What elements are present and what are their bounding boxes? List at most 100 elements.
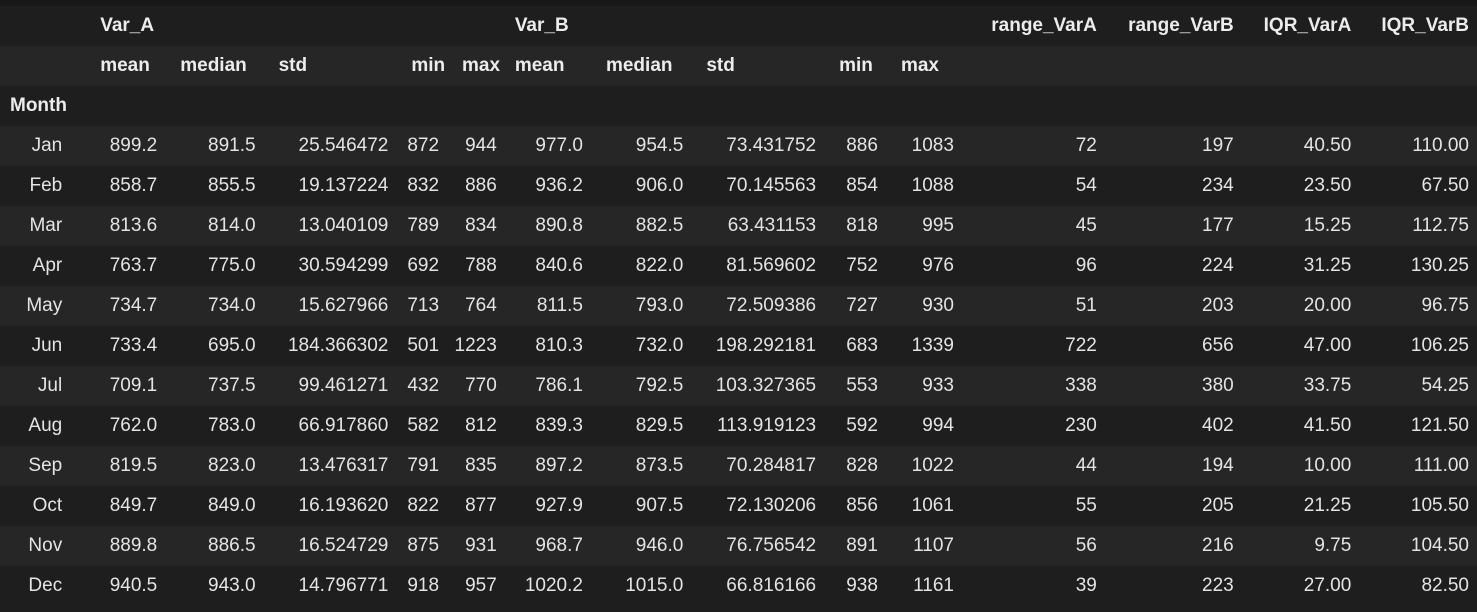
- table-cell: 775.0: [208, 255, 256, 276]
- row-label-month: Sep: [28, 455, 63, 476]
- table-cell: 106.25: [1410, 335, 1469, 356]
- table-cell: 968.7: [535, 535, 583, 556]
- table-cell: 829.5: [635, 415, 684, 436]
- index-name: Month: [10, 95, 67, 116]
- table-cell: 783.0: [208, 415, 256, 436]
- table-cell: 791: [407, 455, 440, 476]
- table-cell: 45: [1075, 215, 1097, 236]
- subheader-mean: mean: [514, 55, 565, 76]
- table-cell: 752: [846, 255, 878, 276]
- table-cell: 1061: [911, 495, 954, 516]
- subheader-min: min: [411, 55, 446, 76]
- table-cell: 380: [1202, 375, 1234, 396]
- table-cell: 957: [465, 575, 497, 596]
- table-cell: 44: [1075, 455, 1097, 476]
- subheader-mean: mean: [100, 55, 150, 76]
- table-cell: 72: [1075, 135, 1097, 156]
- table-cell: 104.50: [1410, 535, 1469, 556]
- table-cell: 194: [1202, 455, 1234, 476]
- table-cell: 918: [407, 575, 440, 596]
- table-cell: 47.00: [1303, 335, 1352, 356]
- table-cell: 501: [407, 335, 440, 356]
- table-cell: 906.0: [635, 175, 684, 196]
- table-cell: 27.00: [1303, 575, 1352, 596]
- table-cell: 1107: [913, 535, 954, 556]
- subheader-max: max: [462, 55, 501, 76]
- table-cell: 33.75: [1303, 375, 1352, 396]
- table-cell: 99.461271: [298, 375, 389, 396]
- table-cell: 930: [922, 295, 954, 316]
- table-cell: 31.25: [1303, 255, 1352, 276]
- table-cell: 733.4: [109, 335, 158, 356]
- table-row: Aug 762.0 783.0 66.917860 582 812 839.3 829.5 11…: [0, 406, 1477, 446]
- table-row: Jan 899.2 891.5 25.546472 872 944 977.0 954.5 73…: [0, 126, 1477, 166]
- table-cell: 855.5: [208, 175, 256, 196]
- table-cell: 1020.2: [524, 575, 583, 596]
- subheader-std: std: [278, 55, 308, 76]
- table-cell: 110.00: [1412, 135, 1469, 156]
- subheader-median: median: [180, 55, 247, 76]
- table-cell: 839.3: [535, 415, 583, 436]
- table-cell: 130.25: [1410, 255, 1469, 276]
- table-cell: 692: [407, 255, 440, 276]
- table-cell: 762.0: [109, 415, 158, 436]
- table-cell: 943.0: [208, 575, 256, 596]
- table-cell: 66.917860: [298, 415, 389, 436]
- table-cell: 10.00: [1303, 455, 1352, 476]
- table-cell: 72.130206: [726, 495, 817, 516]
- table-cell: 205: [1202, 495, 1234, 516]
- table-cell: 732.0: [635, 335, 684, 356]
- table-cell: 889.8: [109, 535, 158, 556]
- header-blank: [1242, 46, 1360, 86]
- table-cell: 184.366302: [287, 335, 389, 356]
- table-cell: 21.25: [1303, 495, 1352, 516]
- table-row: Sep 819.5 823.0 13.476317 791 835 897.2 873.5 70…: [0, 446, 1477, 486]
- table-row: Jul 709.1 737.5 99.461271 432 770 786.1 792.5 10…: [0, 366, 1477, 406]
- table-cell: 40.50: [1303, 135, 1352, 156]
- table-cell: 16.193620: [298, 495, 389, 516]
- table-cell: 811.5: [536, 295, 583, 316]
- table-cell: 230: [1065, 415, 1097, 436]
- table-cell: 73.431752: [726, 135, 817, 156]
- table-cell: 994: [922, 415, 954, 436]
- table-cell: 907.5: [635, 495, 684, 516]
- table-cell: 121.50: [1410, 415, 1469, 436]
- table-cell: 813.6: [109, 215, 158, 236]
- table-cell: 1161: [913, 575, 954, 596]
- table-cell: 938: [846, 575, 878, 596]
- table-cell: 402: [1202, 415, 1234, 436]
- row-label-month: Jan: [31, 135, 63, 156]
- header-row-stats: mean median std min max mean median std …: [0, 46, 1477, 86]
- table-cell: 832: [407, 175, 440, 196]
- output-top-border: [0, 0, 1477, 6]
- table-cell: 9.75: [1314, 535, 1352, 556]
- group-header-var-b: Var_B: [514, 15, 569, 36]
- table-cell: 823.0: [208, 455, 256, 476]
- table-cell: 432: [407, 375, 440, 396]
- table-cell: 897.2: [535, 455, 583, 476]
- table-cell: 66.816166: [726, 575, 817, 596]
- table-cell: 96: [1075, 255, 1097, 276]
- table-cell: 67.50: [1421, 175, 1469, 196]
- table-cell: 812: [465, 415, 497, 436]
- table-cell: 223: [1202, 575, 1234, 596]
- table-cell: 944: [465, 135, 497, 156]
- table-cell: 882.5: [635, 215, 684, 236]
- table-cell: 197: [1202, 135, 1234, 156]
- table-cell: 55: [1075, 495, 1097, 516]
- table-cell: 1015.0: [625, 575, 684, 596]
- table-cell: 737.5: [208, 375, 256, 396]
- table-cell: 927.9: [535, 495, 583, 516]
- table-cell: 81.569602: [726, 255, 817, 276]
- table-cell: 113.919123: [717, 415, 817, 436]
- table-cell: 818: [846, 215, 878, 236]
- table-cell: 877: [465, 495, 497, 516]
- table-cell: 39: [1075, 575, 1097, 596]
- row-label-month: Jun: [31, 335, 63, 356]
- table-cell: 786.1: [535, 375, 583, 396]
- table-cell: 793.0: [635, 295, 684, 316]
- table-cell: 886: [846, 135, 878, 156]
- table-cell: 810.3: [535, 335, 583, 356]
- table-cell: 656: [1202, 335, 1234, 356]
- table-cell: 582: [407, 415, 440, 436]
